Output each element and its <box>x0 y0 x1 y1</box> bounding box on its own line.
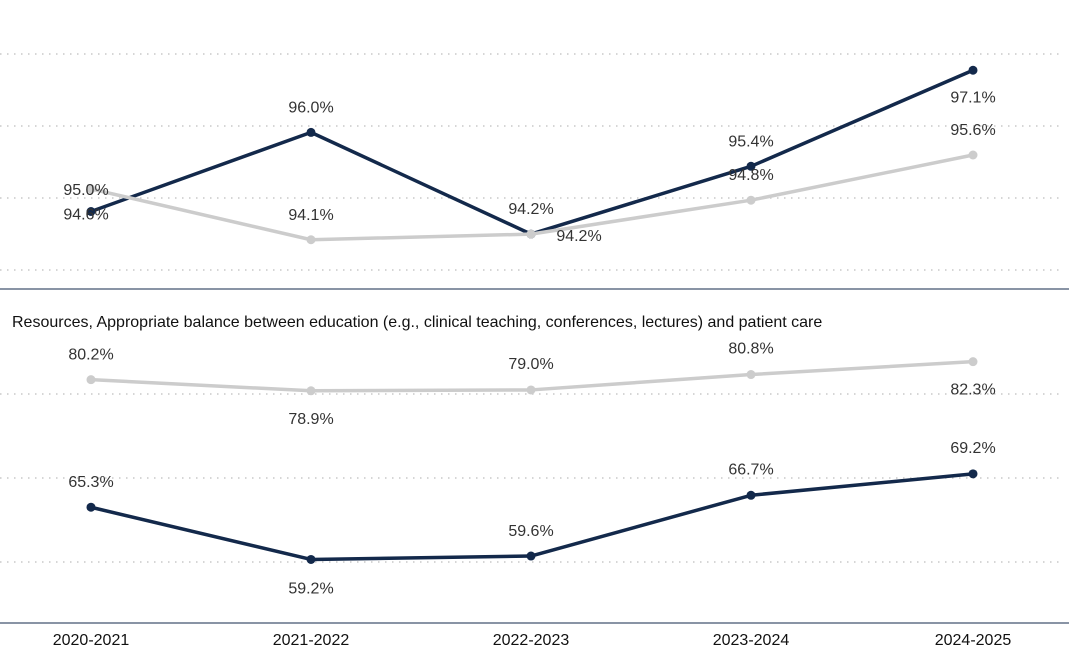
data-label: 94.2% <box>556 228 601 245</box>
data-point <box>86 207 96 216</box>
data-point <box>86 375 96 385</box>
x-tick-label: 2022-2023 <box>493 632 570 649</box>
series-group <box>86 65 978 245</box>
data-point <box>526 385 536 395</box>
series-line <box>89 472 975 562</box>
series-group <box>86 357 978 564</box>
data-label: 95.6% <box>950 122 995 139</box>
data-point <box>746 490 756 500</box>
data-label: 82.3% <box>950 382 995 399</box>
data-point <box>968 65 978 75</box>
data-point <box>746 161 756 171</box>
data-labels: 94.6% 96.0% 94.2% 95.4% 97.1% 95.0% 94.1% 94.2%… <box>63 89 995 245</box>
data-label: 80.8% <box>728 341 773 358</box>
data-label: 94.6% <box>63 207 108 224</box>
data-label: 66.7% <box>728 461 773 478</box>
data-label: 97.1% <box>950 89 995 106</box>
data-label: 94.1% <box>288 207 333 224</box>
data-point <box>306 554 316 564</box>
data-label: 94.8% <box>728 167 773 184</box>
data-label: 95.0% <box>63 182 108 199</box>
data-label: 69.2% <box>950 440 995 457</box>
data-label: 78.9% <box>288 411 333 428</box>
x-tick-label: 2021-2022 <box>273 632 350 649</box>
data-point <box>526 551 536 561</box>
x-axis-tick-labels: 2020-2021 2021-2022 2022-2023 2023-2024 2024… <box>53 632 1012 649</box>
data-label: 96.0% <box>288 99 333 116</box>
data-point <box>746 370 756 380</box>
data-label: 59.2% <box>288 580 333 597</box>
chart-panel-top: 94.6% 96.0% 94.2% 95.4% 97.1% 95.0% 94.1% 94.2%… <box>0 53 1062 271</box>
data-point <box>968 357 978 367</box>
data-label: 79.0% <box>508 356 553 373</box>
x-tick-label: 2024-2025 <box>935 632 1012 649</box>
panel-title: Resources, Appropriate balance between e… <box>12 314 822 331</box>
x-tick-label: 2020-2021 <box>53 632 130 649</box>
data-label: 95.4% <box>728 133 773 150</box>
data-point <box>306 127 316 137</box>
data-point <box>526 229 536 239</box>
data-point <box>86 502 96 512</box>
data-point <box>968 469 978 479</box>
data-point <box>306 386 316 396</box>
x-tick-label: 2023-2024 <box>713 632 790 649</box>
data-label: 80.2% <box>68 347 113 364</box>
chart-panel-bottom: Resources, Appropriate balance between e… <box>0 314 1062 597</box>
data-label: 65.3% <box>68 474 113 491</box>
data-labels: 80.2% 78.9% 79.0% 80.8% 82.3% 65.3% 59.2% 59.6%… <box>68 341 995 598</box>
data-label: 94.2% <box>508 201 553 218</box>
data-point <box>86 184 96 194</box>
data-point <box>306 235 316 245</box>
data-point <box>746 195 756 205</box>
data-point <box>968 150 978 160</box>
data-label: 59.6% <box>508 523 553 540</box>
